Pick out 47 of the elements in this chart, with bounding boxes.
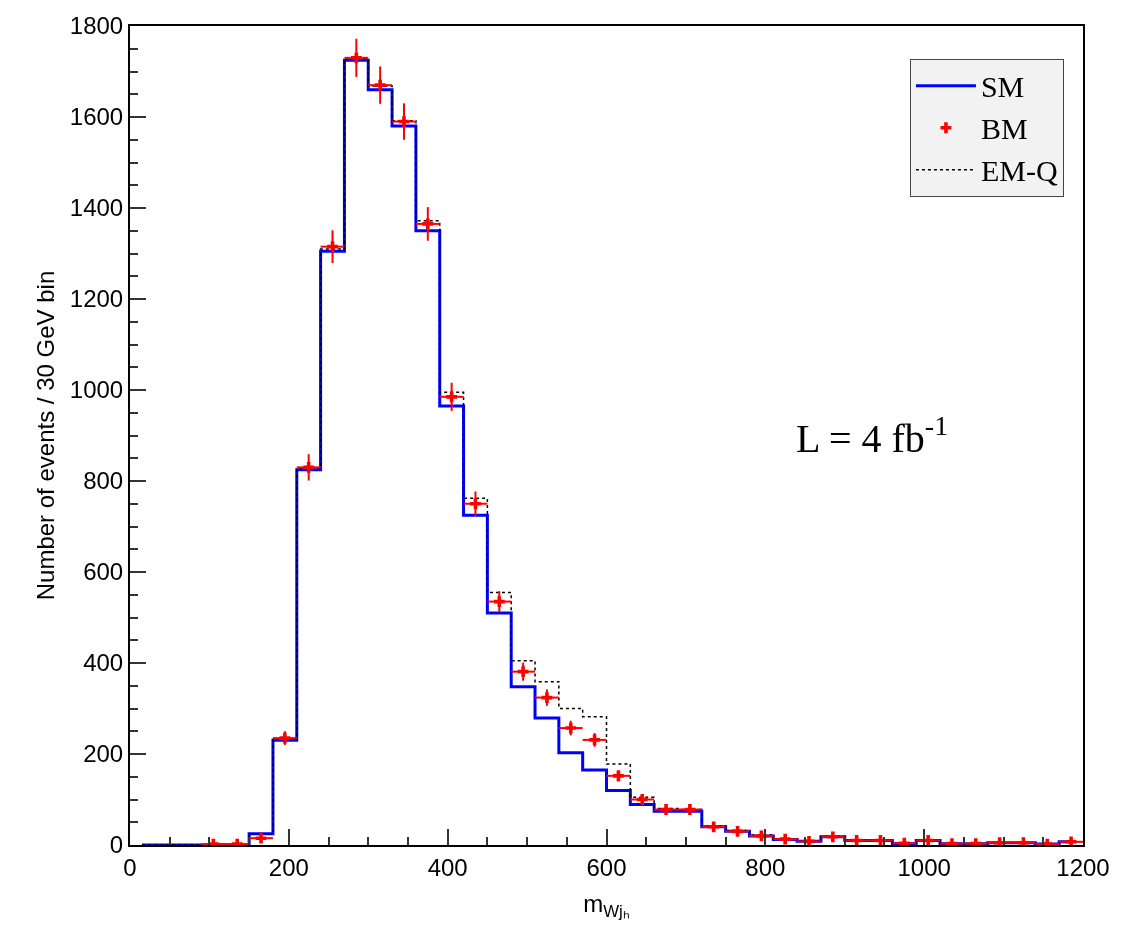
point	[255, 832, 267, 844]
legend-label: EM-Q	[980, 154, 1058, 188]
point	[779, 833, 791, 845]
y-tick-label: 200	[83, 740, 124, 768]
point	[493, 596, 505, 607]
x-tick-label: 200	[268, 853, 309, 881]
y-tick-label: 1400	[69, 194, 124, 222]
point	[279, 732, 291, 744]
point	[922, 835, 934, 845]
point	[565, 722, 577, 734]
point	[803, 835, 815, 845]
y-tick-label: 1800	[69, 12, 124, 40]
legend-label: BM	[980, 112, 1028, 146]
y-tick-label: 1600	[69, 103, 124, 131]
point	[350, 52, 362, 64]
point	[684, 804, 696, 815]
y-tick-label: 400	[83, 649, 124, 677]
y-tick-label: 800	[83, 467, 124, 495]
point	[517, 666, 529, 678]
point	[398, 116, 410, 127]
point	[470, 498, 481, 510]
point	[589, 734, 600, 746]
legend-label: SM	[980, 70, 1025, 104]
x-tick-label: 400	[427, 853, 468, 881]
x-tick-label: 600	[586, 853, 627, 881]
point	[446, 391, 458, 403]
point	[827, 831, 839, 843]
point	[732, 825, 743, 837]
y-axis-title: Number of events / 30 GeV bin	[32, 270, 60, 601]
y-tick-label: 600	[83, 558, 124, 586]
x-axis-title: m$_{Wjₕ}$	[583, 889, 630, 921]
point	[875, 835, 886, 845]
y-tick-label: 0	[109, 831, 124, 859]
point	[541, 692, 553, 703]
point	[851, 835, 863, 845]
point	[660, 804, 672, 815]
point	[1065, 836, 1077, 845]
x-tick-label: 1200	[1056, 853, 1110, 881]
x-tick-label: 800	[745, 853, 786, 881]
point	[422, 218, 434, 230]
annotation: L = 4 fb$^{-1}$	[796, 410, 949, 461]
point	[708, 821, 720, 833]
y-tick-label: 1000	[69, 376, 124, 404]
point	[374, 79, 386, 91]
point	[636, 794, 648, 805]
y-tick-label: 1200	[69, 285, 124, 313]
x-tick-label: 1000	[897, 853, 951, 881]
